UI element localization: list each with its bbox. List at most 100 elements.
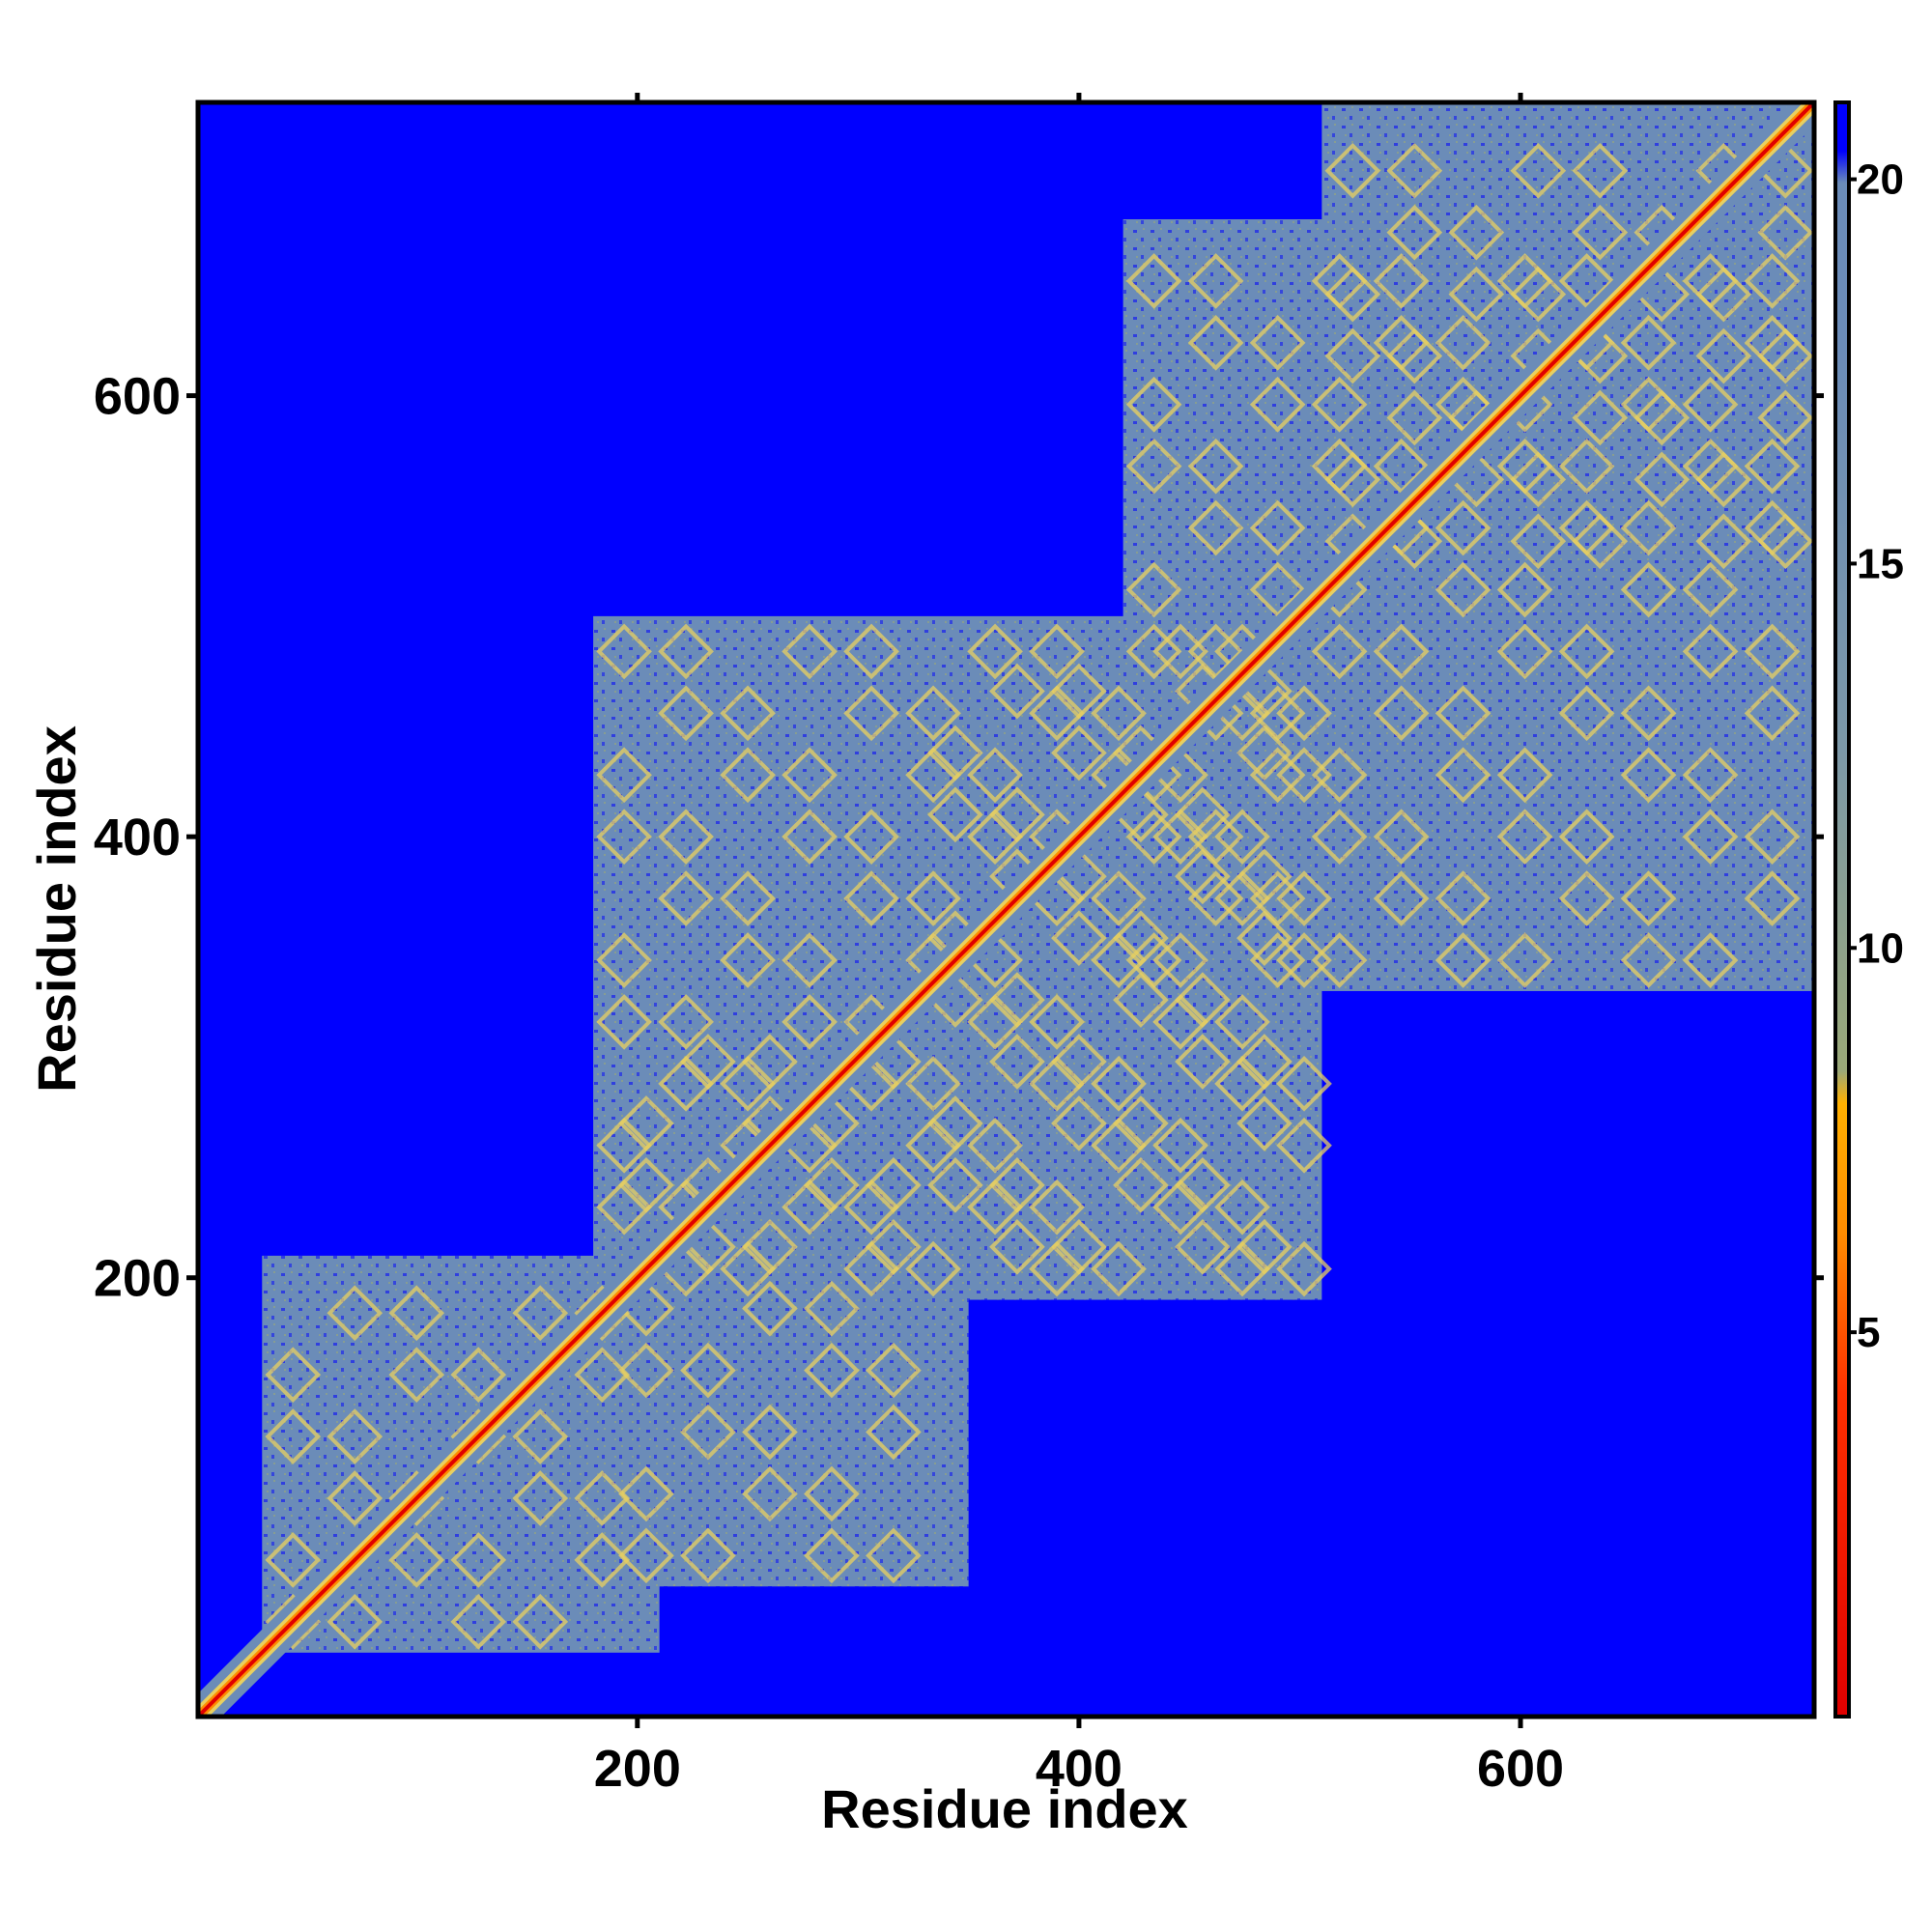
contact-diamond <box>574 1347 631 1403</box>
contact-diamond <box>512 1594 569 1650</box>
contact-diamond <box>1051 724 1107 781</box>
contact-diamond <box>1682 253 1739 309</box>
contact-diamond <box>1187 623 1244 680</box>
contact-diamond <box>1187 438 1244 495</box>
contact-diamond <box>1276 685 1332 742</box>
contact-diamond <box>596 932 652 988</box>
contact-diamond <box>1744 253 1801 309</box>
contact-diamond <box>596 809 652 865</box>
contact-diamond <box>265 1532 322 1588</box>
contact-diamond <box>1236 848 1293 905</box>
contact-diamond <box>1113 1095 1169 1151</box>
contact-diamond <box>1620 561 1677 618</box>
contact-diamond <box>512 1470 569 1526</box>
contact-diamond <box>1175 1157 1231 1213</box>
contact-diamond <box>1620 499 1677 556</box>
contact-diamond <box>1187 870 1244 926</box>
contact-diamond <box>843 623 899 680</box>
colorbar-tick-label: 20 <box>1857 156 1904 204</box>
contact-diamond <box>804 1342 860 1399</box>
contact-diamond <box>1757 204 1814 261</box>
contact-diamond <box>1620 376 1677 433</box>
contact-diamond <box>781 747 838 804</box>
contact-diamond <box>1236 910 1293 967</box>
contact-diamond <box>905 1117 961 1174</box>
colorbar-tick-label: 10 <box>1857 924 1904 972</box>
x-axis-title: Residue index <box>821 1778 1188 1839</box>
contact-diamond <box>1249 561 1306 618</box>
contact-diamond <box>1695 513 1752 570</box>
contact-diamond <box>1125 623 1182 680</box>
contact-diamond <box>1496 747 1553 804</box>
contact-diamond <box>1029 1056 1085 1112</box>
contact-diamond <box>1386 142 1443 199</box>
diagonal-band <box>198 102 1814 1717</box>
contact-diamond <box>1435 314 1492 371</box>
contact-diamond <box>1682 561 1739 618</box>
contact-diamond <box>1029 685 1085 742</box>
contact-diamond <box>1091 1117 1147 1174</box>
contact-diamond <box>1558 809 1615 865</box>
contact-diamond <box>1496 932 1553 988</box>
contact-diamond <box>1051 1218 1107 1275</box>
contact-diamond <box>1249 932 1306 988</box>
contact-diamond <box>680 1527 736 1584</box>
contact-diamond <box>989 1218 1045 1275</box>
contact-diamond <box>1373 623 1430 680</box>
contact-diamond <box>1682 809 1739 865</box>
contact-diamond <box>1695 327 1752 384</box>
contact-diamond <box>989 1157 1045 1213</box>
contact-diamond <box>843 1179 899 1236</box>
contact-diamond <box>1276 1240 1332 1297</box>
contact-diamond <box>1029 623 1085 680</box>
contact-diamond <box>1572 389 1629 446</box>
contact-diamond <box>450 1594 507 1650</box>
contact-diamond <box>1051 910 1107 967</box>
contact-diamond <box>1113 910 1169 967</box>
contact-diamond <box>1744 499 1801 556</box>
contact-diamond <box>843 1240 899 1297</box>
contact-diamond <box>1311 809 1368 865</box>
contact-diamond <box>720 870 776 926</box>
contact-diamond <box>1386 204 1443 261</box>
contact-diamond <box>1620 870 1677 926</box>
contact-diamond <box>1744 685 1801 742</box>
contact-diamond <box>1249 376 1306 433</box>
contact-diamond <box>967 623 1023 680</box>
contact-diamond <box>1435 376 1492 433</box>
contact-diamond <box>596 623 652 680</box>
contact-diamonds <box>265 142 1814 1650</box>
contact-diamond <box>596 994 652 1050</box>
contact-diamond <box>1125 438 1182 495</box>
contact-diamond <box>843 809 899 865</box>
contact-diamond <box>512 1408 569 1464</box>
contact-diamond <box>1435 932 1492 988</box>
contact-diamond <box>1757 389 1814 446</box>
contact-diamond <box>905 1056 961 1112</box>
contact-diamond <box>1558 253 1615 309</box>
contact-diamond <box>1311 623 1368 680</box>
contact-diamond <box>1757 513 1814 570</box>
contact-diamond <box>843 685 899 742</box>
contact-diamond <box>327 1470 384 1526</box>
contact-diamond <box>265 1408 322 1464</box>
contact-diamond <box>1435 870 1492 926</box>
contact-diamond <box>512 1285 569 1342</box>
contact-diamond <box>1249 499 1306 556</box>
contact-diamond <box>1091 1240 1147 1297</box>
contact-diamond <box>1510 451 1567 508</box>
contact-diamond <box>596 1179 652 1236</box>
contact-diamond <box>1236 1218 1293 1275</box>
contact-diamond <box>1435 747 1492 804</box>
contact-diamond <box>1249 870 1306 926</box>
contact-diamond <box>1249 685 1306 742</box>
contact-diamond <box>1373 685 1430 742</box>
contact-diamond <box>1558 870 1615 926</box>
contact-diamond <box>1051 1034 1107 1090</box>
contact-diamond <box>1187 809 1244 865</box>
contact-diamond <box>1152 1179 1208 1236</box>
contact-diamond <box>804 1280 860 1337</box>
contact-diamond <box>781 623 838 680</box>
contact-diamond <box>618 1527 674 1584</box>
contact-diamond <box>1496 438 1553 495</box>
